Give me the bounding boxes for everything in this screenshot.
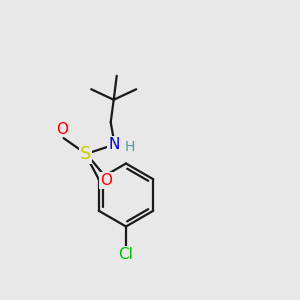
Text: O: O (100, 173, 112, 188)
Text: H: H (125, 140, 135, 154)
Text: S: S (80, 145, 91, 163)
Text: O: O (56, 122, 68, 137)
Text: Cl: Cl (118, 247, 134, 262)
Text: N: N (108, 137, 119, 152)
